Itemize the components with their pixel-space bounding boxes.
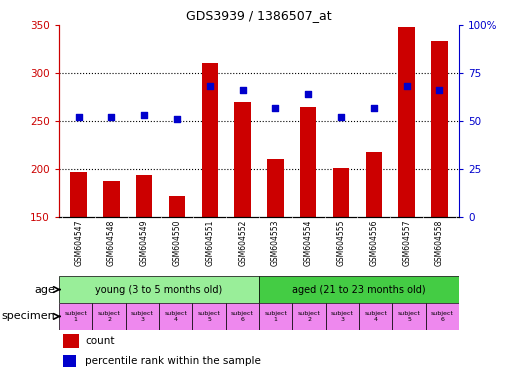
Text: percentile rank within the sample: percentile rank within the sample xyxy=(85,356,261,366)
Text: GSM604550: GSM604550 xyxy=(172,220,182,266)
Bar xyxy=(267,159,284,217)
Bar xyxy=(426,303,459,330)
Text: aged (21 to 23 months old): aged (21 to 23 months old) xyxy=(292,285,426,295)
Bar xyxy=(159,303,192,330)
Point xyxy=(403,83,411,89)
Text: count: count xyxy=(85,336,114,346)
Point xyxy=(107,114,115,120)
Point xyxy=(370,104,378,111)
Bar xyxy=(136,175,152,217)
Point xyxy=(239,87,247,93)
Text: young (3 to 5 months old): young (3 to 5 months old) xyxy=(95,285,223,295)
Text: GSM604558: GSM604558 xyxy=(435,220,444,266)
Text: subject
4: subject 4 xyxy=(364,311,387,322)
Text: GSM604551: GSM604551 xyxy=(205,220,214,266)
Bar xyxy=(202,63,218,217)
Bar xyxy=(70,172,87,217)
Text: age: age xyxy=(34,285,55,295)
Point xyxy=(271,104,280,111)
Text: subject
2: subject 2 xyxy=(298,311,321,322)
Bar xyxy=(59,303,92,330)
Text: subject
5: subject 5 xyxy=(198,311,221,322)
Text: GSM604552: GSM604552 xyxy=(238,220,247,266)
Bar xyxy=(333,168,349,217)
Point xyxy=(140,112,148,118)
Text: GSM604548: GSM604548 xyxy=(107,220,116,266)
Bar xyxy=(103,182,120,217)
Text: subject
6: subject 6 xyxy=(231,311,254,322)
Bar xyxy=(169,196,185,217)
Text: subject
4: subject 4 xyxy=(164,311,187,322)
Text: GSM604554: GSM604554 xyxy=(304,220,313,266)
Point xyxy=(74,114,83,120)
Text: GSM604553: GSM604553 xyxy=(271,220,280,266)
Text: subject
3: subject 3 xyxy=(331,311,354,322)
Text: GSM604549: GSM604549 xyxy=(140,220,149,266)
Bar xyxy=(226,303,259,330)
Bar xyxy=(392,303,426,330)
Title: GDS3939 / 1386507_at: GDS3939 / 1386507_at xyxy=(186,9,332,22)
Bar xyxy=(59,276,259,303)
Text: subject
6: subject 6 xyxy=(431,311,454,322)
Text: GSM604557: GSM604557 xyxy=(402,220,411,266)
Bar xyxy=(359,303,392,330)
Bar xyxy=(326,303,359,330)
Bar xyxy=(192,303,226,330)
Bar xyxy=(366,152,382,217)
Bar xyxy=(92,303,126,330)
Bar xyxy=(234,102,251,217)
Text: subject
3: subject 3 xyxy=(131,311,154,322)
Text: subject
1: subject 1 xyxy=(264,311,287,322)
Point xyxy=(436,87,444,93)
Text: specimen: specimen xyxy=(1,311,55,321)
Bar xyxy=(259,276,459,303)
Text: GSM604555: GSM604555 xyxy=(337,220,346,266)
Text: GSM604556: GSM604556 xyxy=(369,220,379,266)
Text: subject
1: subject 1 xyxy=(64,311,87,322)
Bar xyxy=(63,334,79,348)
Bar xyxy=(431,41,448,217)
Bar xyxy=(399,27,415,217)
Text: subject
2: subject 2 xyxy=(97,311,121,322)
Bar xyxy=(259,303,292,330)
Text: GSM604547: GSM604547 xyxy=(74,220,83,266)
Bar xyxy=(300,107,317,217)
Point xyxy=(337,114,345,120)
Point xyxy=(206,83,214,89)
Point xyxy=(173,116,181,122)
Bar xyxy=(63,355,76,367)
Bar xyxy=(126,303,159,330)
Point xyxy=(304,91,312,97)
Text: subject
5: subject 5 xyxy=(398,311,421,322)
Bar xyxy=(292,303,326,330)
